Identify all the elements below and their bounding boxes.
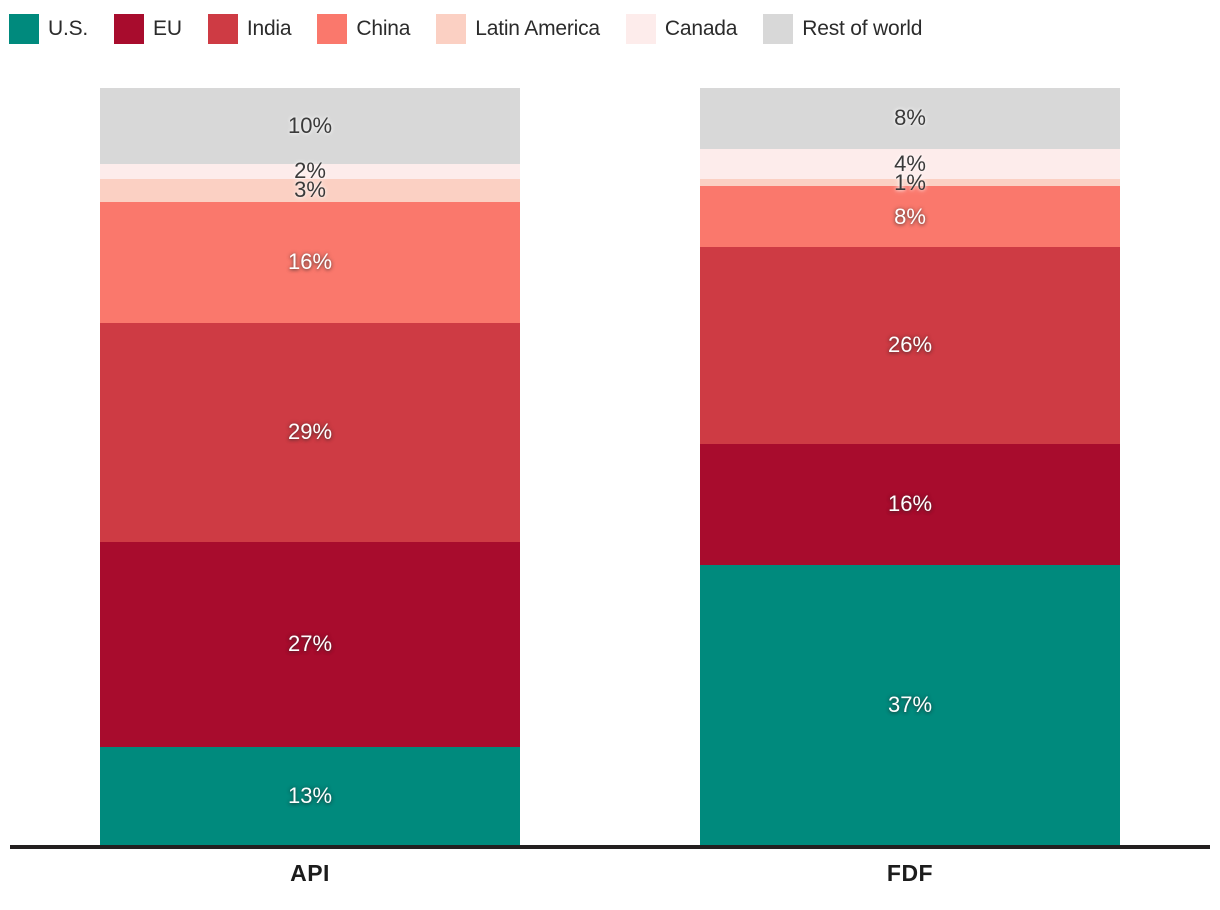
segment-api-china: 16% bbox=[100, 201, 520, 323]
segment-value-label: 1% bbox=[894, 169, 926, 195]
legend-label-rest-of-world: Rest of world bbox=[802, 17, 923, 40]
legend-label-india: India bbox=[246, 17, 292, 40]
segment-value-label: 27% bbox=[287, 631, 333, 657]
bar-fdf: 8% 4% 1% 8% 26% 16% 37% bbox=[700, 88, 1120, 845]
legend-swatch-india bbox=[207, 14, 238, 44]
segment-value-label: 26% bbox=[887, 332, 933, 358]
segment-value-label: 29% bbox=[287, 419, 333, 445]
segment-fdf-eu: 16% bbox=[700, 443, 1120, 565]
x-axis-label-fdf: FDF bbox=[886, 860, 934, 886]
segment-fdf-u-s: 37% bbox=[700, 564, 1120, 845]
segment-value-label: 8% bbox=[894, 203, 926, 229]
legend-item-eu: EU bbox=[114, 14, 182, 44]
segment-value-label: 10% bbox=[287, 112, 333, 138]
segment-value-label: 4% bbox=[894, 150, 926, 176]
legend-swatch-u-s bbox=[9, 14, 39, 44]
bar-api: 10% 2% 3% 16% 29% 27% 13% bbox=[100, 88, 520, 845]
segment-value-label: 13% bbox=[287, 782, 333, 808]
legend: U.S. EU India China Latin America Canada Rest … bbox=[9, 14, 922, 44]
segment-value-label: 37% bbox=[887, 691, 933, 717]
segment-api-u-s: 13% bbox=[100, 746, 520, 845]
legend-item-latin-america: Latin America bbox=[436, 14, 600, 44]
x-axis-label-api: API bbox=[290, 860, 330, 886]
segment-fdf-canada: 4% bbox=[700, 148, 1120, 179]
legend-swatch-eu bbox=[114, 14, 145, 44]
legend-item-u-s: U.S. bbox=[9, 14, 88, 44]
x-axis-line bbox=[10, 845, 1210, 849]
segment-api-canada: 2% bbox=[100, 160, 520, 182]
segment-value-label: 16% bbox=[287, 249, 333, 275]
legend-item-china: China bbox=[317, 14, 410, 44]
segment-api-eu: 27% bbox=[100, 542, 520, 747]
legend-label-u-s: U.S. bbox=[48, 17, 89, 40]
segment-value-label: 8% bbox=[894, 105, 926, 131]
legend-label-china: China bbox=[356, 17, 411, 40]
segment-api-india: 29% bbox=[100, 322, 520, 543]
segment-fdf-rest-of-world: 8% bbox=[700, 88, 1120, 149]
legend-label-latin-america: Latin America bbox=[475, 17, 600, 40]
segment-value-label: 2% bbox=[294, 158, 326, 184]
segment-fdf-china: 8% bbox=[700, 186, 1120, 247]
legend-swatch-latin-america bbox=[436, 14, 467, 44]
segment-value-label: 16% bbox=[887, 491, 933, 517]
segment-value-label: 3% bbox=[294, 177, 326, 203]
legend-swatch-rest-of-world bbox=[763, 14, 794, 44]
legend-label-eu: EU bbox=[153, 17, 182, 40]
legend-item-india: India bbox=[207, 14, 292, 44]
legend-swatch-canada bbox=[625, 14, 656, 44]
segment-api-latin-america: 3% bbox=[100, 179, 520, 202]
legend-item-canada: Canada bbox=[625, 14, 738, 44]
segment-api-rest-of-world: 10% bbox=[100, 88, 520, 164]
segment-fdf-india: 26% bbox=[700, 246, 1120, 444]
legend-item-rest-of-world: Rest of world bbox=[763, 14, 922, 44]
legend-swatch-china bbox=[317, 14, 348, 44]
legend-label-canada: Canada bbox=[664, 17, 738, 40]
segment-fdf-latin-america: 1% bbox=[700, 171, 1120, 193]
